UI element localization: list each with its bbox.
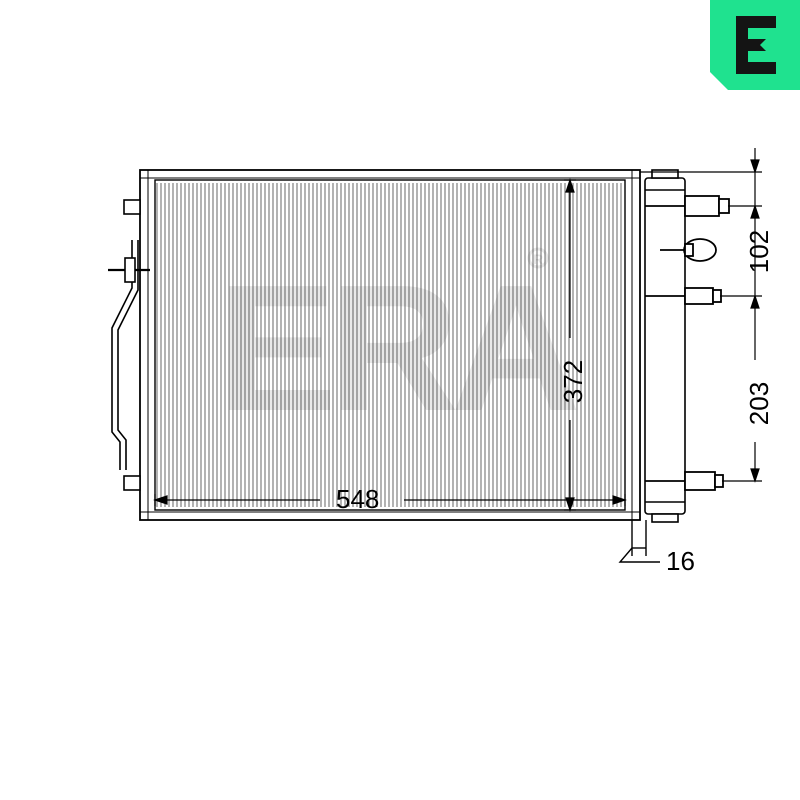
dimension-width: [155, 494, 625, 506]
technical-drawing-canvas: ERA R: [0, 0, 800, 800]
svg-text:R: R: [533, 251, 543, 267]
receiver-drier: [645, 170, 685, 522]
dim-thickness-label: 16: [666, 546, 695, 577]
dimension-thickness: [620, 520, 660, 562]
drawing-svg: ERA R: [0, 0, 800, 800]
dim-width-label: 548: [336, 484, 379, 515]
dim-port-spacing-label: 203: [744, 382, 775, 425]
dim-height-label: 372: [558, 360, 589, 403]
dim-top-port-label: 102: [744, 230, 775, 273]
left-bracket: [108, 200, 150, 490]
